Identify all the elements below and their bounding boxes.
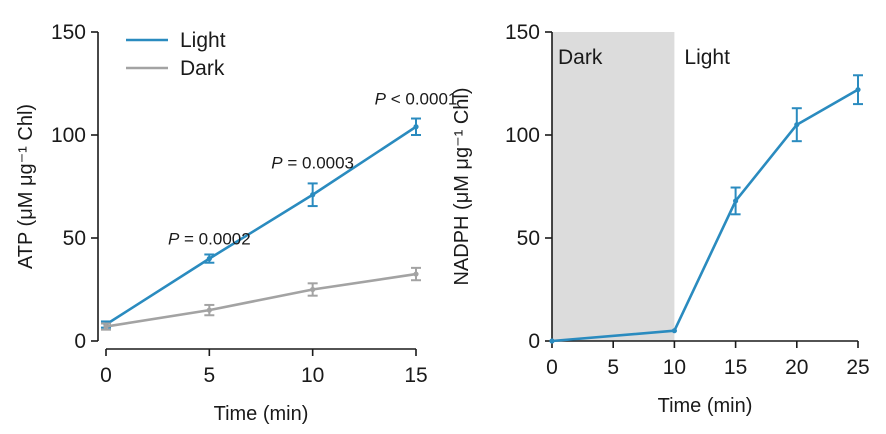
y-axis-label: ATP (μM μg⁻¹ Chl): [15, 104, 37, 269]
light-period-label: Light: [684, 46, 730, 69]
y-tick-label: 150: [505, 21, 540, 44]
x-tick-label: 10: [663, 356, 686, 379]
data-point: [671, 328, 678, 334]
data-point: [549, 338, 555, 344]
x-tick-label: 5: [203, 364, 215, 387]
x-tick-label: 15: [404, 364, 427, 387]
x-tick-label: 0: [100, 364, 112, 387]
data-point: [855, 87, 861, 93]
x-tick-label: 0: [546, 356, 558, 379]
p-value-text: = 0.0003: [283, 153, 354, 172]
y-tick-label: 50: [63, 227, 86, 250]
x-axis-label: Time (min): [214, 403, 309, 425]
y-tick-label: 0: [528, 330, 540, 353]
legend-label-dark: Dark: [180, 57, 225, 80]
dark-period-label: Dark: [558, 46, 603, 69]
p-value-annotation: P = 0.0002: [168, 230, 251, 249]
data-point: [794, 122, 800, 128]
legend-label-light: Light: [180, 29, 226, 52]
data-point: [206, 307, 212, 313]
y-tick-label: 50: [517, 227, 540, 250]
y-tick-label: 150: [51, 21, 86, 44]
x-tick-label: 5: [607, 356, 619, 379]
p-value-annotation: P < 0.0001: [375, 90, 458, 109]
data-point: [103, 323, 109, 330]
p-value-text: = 0.0002: [179, 230, 250, 249]
data-point: [310, 286, 316, 293]
dark-period-shade: [552, 32, 675, 341]
data-point: [206, 256, 212, 262]
y-axis-label: NADPH (μM μg⁻¹ Chl): [451, 87, 473, 285]
p-symbol: P: [375, 90, 387, 109]
atp-chart: 0 50 100 150 0 5 10 15 Time (min) ATP (μM μg⁻¹ Ch…: [15, 21, 457, 425]
y-tick-label: 100: [51, 124, 86, 147]
x-tick-label: 20: [785, 356, 808, 379]
data-point: [310, 192, 316, 198]
data-point: [733, 198, 739, 204]
data-point: [413, 124, 419, 130]
light-series-line: [105, 125, 417, 326]
p-value-annotation: P = 0.0003: [271, 153, 354, 172]
p-value-text: < 0.0001: [386, 90, 457, 109]
dark-series-line: [105, 272, 417, 328]
x-tick-label: 15: [724, 356, 747, 379]
y-tick-label: 100: [505, 124, 540, 147]
p-symbol: P: [168, 230, 180, 249]
x-tick-label: 25: [846, 356, 869, 379]
p-symbol: P: [271, 153, 283, 172]
x-axis-label: Time (min): [658, 395, 753, 417]
nadph-chart: Dark Light 0 50 100 150 0 5 10 15 20 25 Time (min) NA…: [451, 21, 870, 417]
y-tick-label: 0: [74, 330, 86, 353]
data-point: [413, 271, 419, 277]
x-tick-label: 10: [301, 364, 324, 387]
